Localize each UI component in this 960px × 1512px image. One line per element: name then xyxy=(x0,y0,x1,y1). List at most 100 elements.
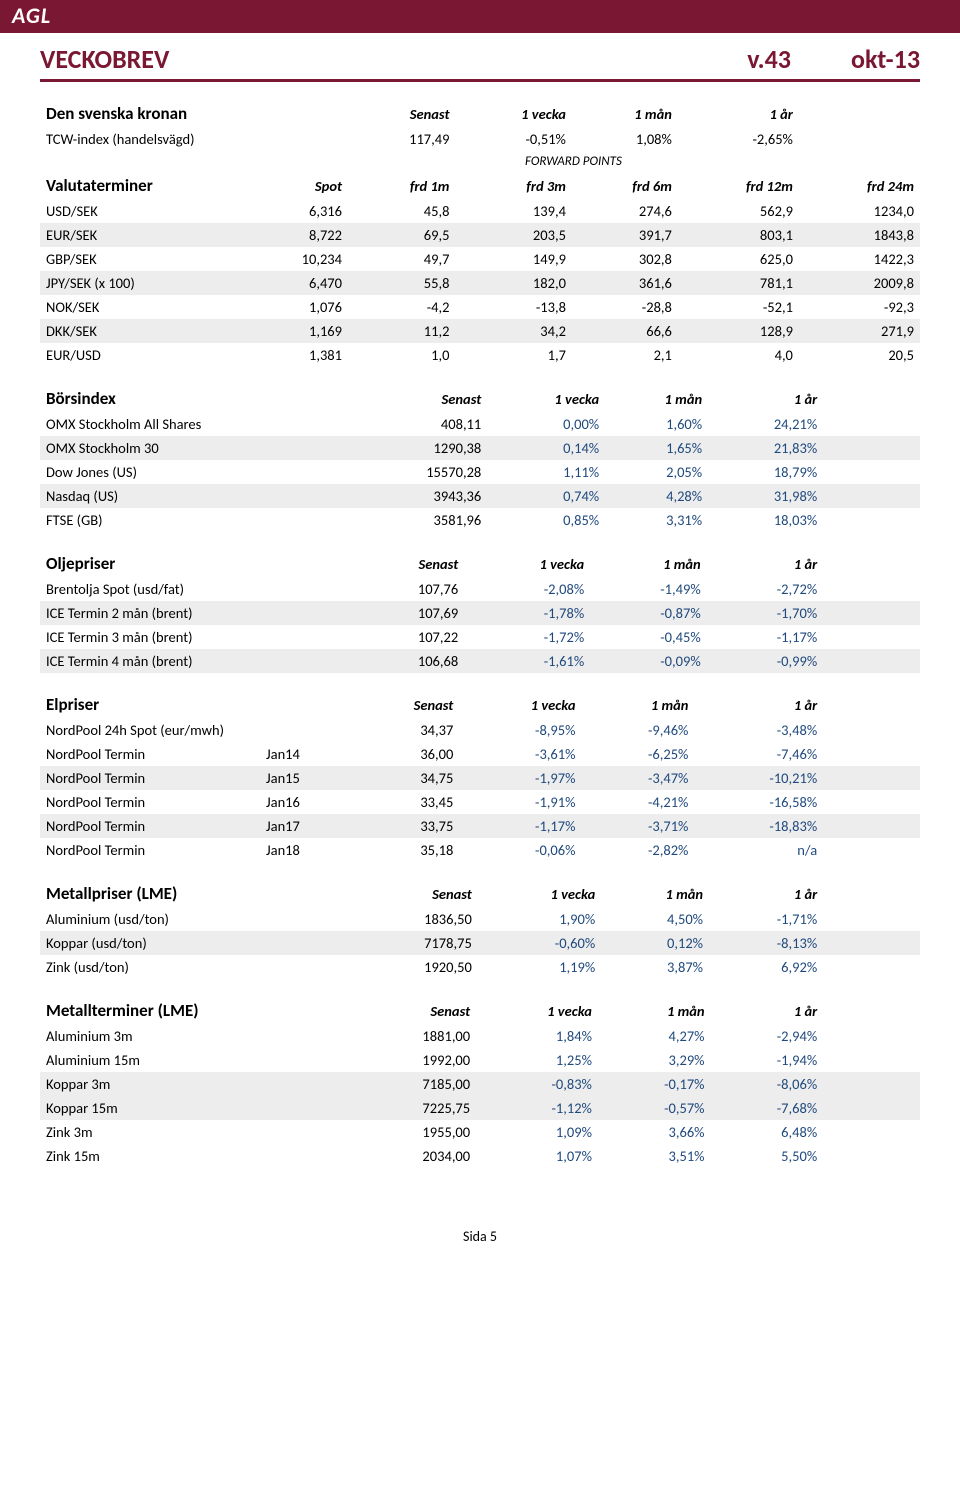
row-sub xyxy=(260,601,348,625)
section-title: Oljepriser xyxy=(40,550,260,577)
cell-value: 3,51% xyxy=(598,1144,711,1168)
cell-value: 274,6 xyxy=(572,199,678,223)
row-sub: Jan14 xyxy=(260,742,348,766)
cell-value: 1,381 xyxy=(260,343,348,367)
cell-value: 1,08% xyxy=(572,127,678,151)
row-label: ICE Termin 2 mån (brent) xyxy=(40,601,260,625)
cell-value: -0,83% xyxy=(476,1072,598,1096)
row-label: DKK/SEK xyxy=(40,319,260,343)
cell-value: 33,75 xyxy=(348,814,459,838)
cell-value: 2,05% xyxy=(605,460,708,484)
cell-value: -1,61% xyxy=(464,649,590,673)
cell-value: -0,09% xyxy=(590,649,706,673)
row-sub: Jan16 xyxy=(260,790,348,814)
cell-value: -8,95% xyxy=(459,718,581,742)
col-header: 1 år xyxy=(694,691,823,718)
col-header: frd 3m xyxy=(455,172,571,199)
table-header-row: ElpriserSenast1 vecka1 mån1 år xyxy=(40,691,920,718)
cell-value: -1,49% xyxy=(590,577,706,601)
cell-value: -18,83% xyxy=(694,814,823,838)
cell-value: 5,50% xyxy=(711,1144,824,1168)
table-row: Aluminium 15m1992,001,25%3,29%-1,94% xyxy=(40,1048,920,1072)
col-header: frd 1m xyxy=(348,172,455,199)
row-sub xyxy=(260,1024,348,1048)
week-number: v.43 xyxy=(747,43,791,75)
cell-value: 4,28% xyxy=(605,484,708,508)
page-footer: Sida 5 xyxy=(40,1228,920,1245)
cell-value: -8,06% xyxy=(711,1072,824,1096)
cell-value: 1,19% xyxy=(478,955,601,979)
row-sub xyxy=(260,1072,348,1096)
table-row: NordPool TerminJan1534,75-1,97%-3,47%-10… xyxy=(40,766,920,790)
table-row: OMX Stockholm All Shares408,110,00%1,60%… xyxy=(40,412,920,436)
row-label: Koppar 3m xyxy=(40,1072,260,1096)
col-header: 1 vecka xyxy=(487,385,605,412)
col-header: 1 vecka xyxy=(459,691,581,718)
row-label: Aluminium 3m xyxy=(40,1024,260,1048)
row-sub: Jan18 xyxy=(260,838,348,862)
cell-value: 1,11% xyxy=(487,460,605,484)
row-label: OMX Stockholm All Shares xyxy=(40,412,260,436)
row-label: Dow Jones (US) xyxy=(40,460,260,484)
cell-value: -0,87% xyxy=(590,601,706,625)
row-label: NordPool Termin xyxy=(40,790,260,814)
cell-value: -9,46% xyxy=(581,718,694,742)
row-label: Koppar (usd/ton) xyxy=(40,931,260,955)
row-sub xyxy=(260,1120,348,1144)
cell-value: 34,2 xyxy=(455,319,571,343)
cell-value: 4,27% xyxy=(598,1024,711,1048)
row-label: EUR/SEK xyxy=(40,223,260,247)
cell-value: 203,5 xyxy=(455,223,571,247)
table-row: NordPool TerminJan1436,00-3,61%-6,25%-7,… xyxy=(40,742,920,766)
row-label: ICE Termin 4 mån (brent) xyxy=(40,649,260,673)
cell-value: -52,1 xyxy=(678,295,799,319)
table-row: Aluminium (usd/ton)1836,501,90%4,50%-1,7… xyxy=(40,907,920,931)
cell-value: 1843,8 xyxy=(799,223,920,247)
cell-value: 107,69 xyxy=(348,601,464,625)
cell-value: 3,29% xyxy=(598,1048,711,1072)
table-row: NordPool 24h Spot (eur/mwh)34,37-8,95%-9… xyxy=(40,718,920,742)
table-row: EUR/USD1,3811,01,72,14,020,5 xyxy=(40,343,920,367)
row-sub xyxy=(260,460,348,484)
table-row: NordPool TerminJan1733,75-1,17%-3,71%-18… xyxy=(40,814,920,838)
brand-bar: AGL xyxy=(0,0,960,33)
cell-value: 562,9 xyxy=(678,199,799,223)
table-row: ICE Termin 3 mån (brent)107,22-1,72%-0,4… xyxy=(40,625,920,649)
forward-points-label: FORWARD POINTS xyxy=(348,151,799,172)
row-sub xyxy=(260,436,348,460)
cell-value: -4,21% xyxy=(581,790,694,814)
cell-value: -0,17% xyxy=(598,1072,711,1096)
col-header: 1 år xyxy=(708,385,823,412)
cell-value: -0,60% xyxy=(478,931,601,955)
col-header: 1 mån xyxy=(572,100,678,127)
cell-value: -3,61% xyxy=(459,742,581,766)
table-header-row: Metallterminer (LME)Senast1 vecka1 mån1 … xyxy=(40,997,920,1024)
cell-value: 302,8 xyxy=(572,247,678,271)
cell-value: 15570,28 xyxy=(348,460,487,484)
table-row: NordPool TerminJan1835,18-0,06%-2,82%n/a xyxy=(40,838,920,862)
col-header: 1 år xyxy=(709,880,823,907)
table-row: NordPool TerminJan1633,45-1,91%-4,21%-16… xyxy=(40,790,920,814)
table-row: Brentolja Spot (usd/fat)107,76-2,08%-1,4… xyxy=(40,577,920,601)
cell-value: 3,66% xyxy=(598,1120,711,1144)
cell-value: 1,169 xyxy=(260,319,348,343)
row-sub xyxy=(260,1144,348,1168)
table-row: Koppar 3m7185,00-0,83%-0,17%-8,06% xyxy=(40,1072,920,1096)
cell-value: 107,22 xyxy=(348,625,464,649)
col-header: 1 år xyxy=(707,550,824,577)
fx-body: USD/SEK6,31645,8139,4274,6562,91234,0EUR… xyxy=(40,199,920,367)
section-title: Metallterminer (LME) xyxy=(40,997,260,1024)
data-table: Metallterminer (LME)Senast1 vecka1 mån1 … xyxy=(40,997,920,1168)
cell-value: -1,94% xyxy=(711,1048,824,1072)
cell-value: 391,7 xyxy=(572,223,678,247)
cell-value: 1,90% xyxy=(478,907,601,931)
cell-value: 1836,50 xyxy=(348,907,478,931)
cell-value: n/a xyxy=(694,838,823,862)
cell-value: 6,48% xyxy=(711,1120,824,1144)
col-header: 1 år xyxy=(678,100,799,127)
table-row: ICE Termin 4 mån (brent)106,68-1,61%-0,0… xyxy=(40,649,920,673)
cell-value: 33,45 xyxy=(348,790,459,814)
table-row: Koppar 15m7225,75-1,12%-0,57%-7,68% xyxy=(40,1096,920,1120)
cell-value: -2,82% xyxy=(581,838,694,862)
cell-value: 2,1 xyxy=(572,343,678,367)
